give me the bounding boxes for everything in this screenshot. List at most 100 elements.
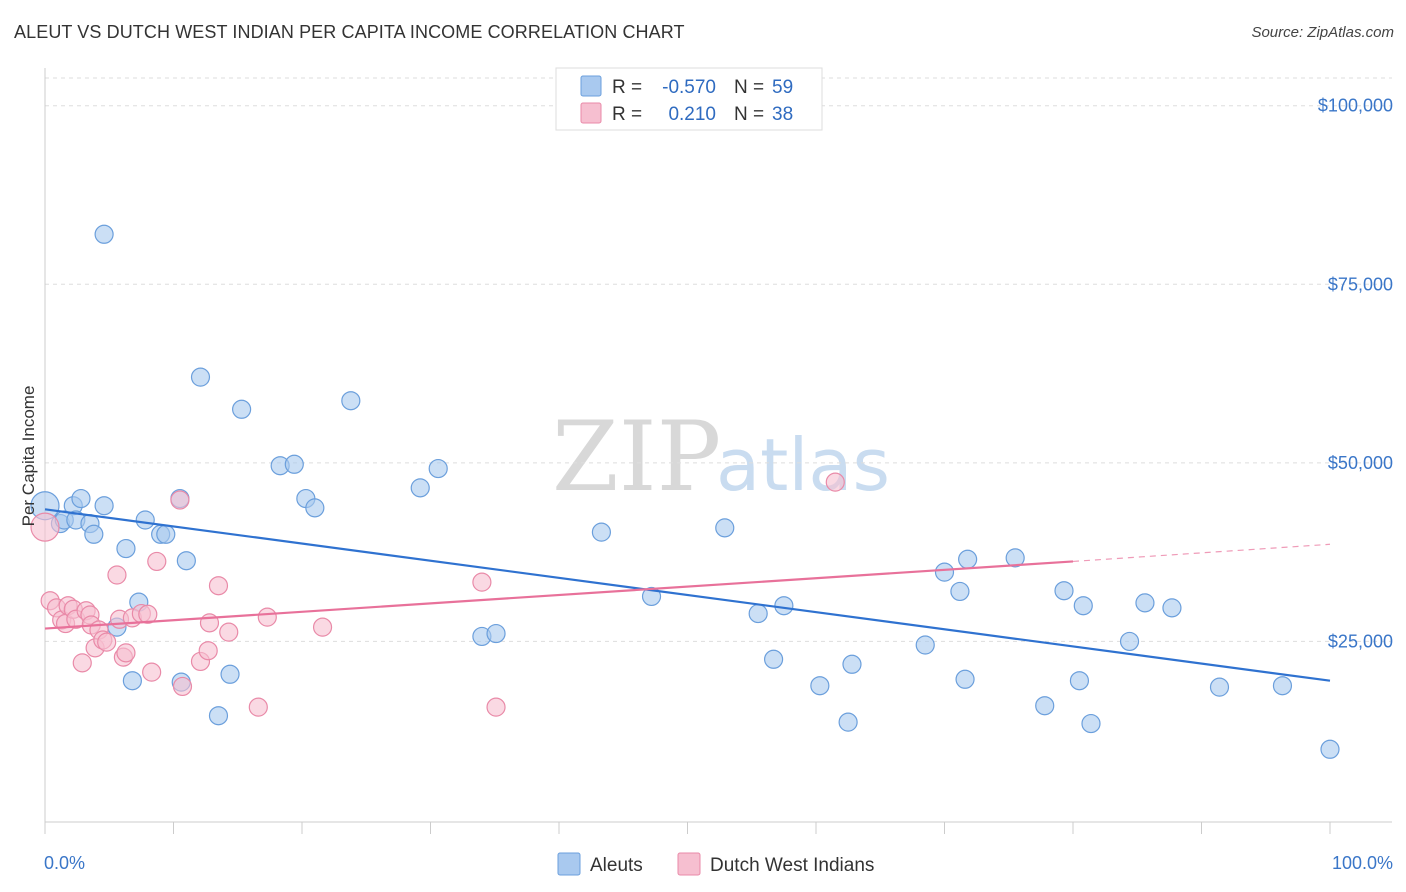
point-aleuts-9 [94, 496, 114, 516]
point-dwi-34 [312, 617, 333, 637]
trend-line-aleuts [44, 508, 1331, 682]
point-dwi-15 [97, 632, 117, 652]
point-aleuts-16 [156, 524, 176, 544]
x-tick-label-1: 100.0% [1332, 853, 1393, 873]
legend-n-label-2: N = [734, 104, 764, 125]
axes: $25,000 $50,000 $75,000 $100,000 0.0% 100.0% [44, 68, 1393, 873]
point-aleuts-44 [950, 581, 970, 602]
point-aleuts-29 [410, 478, 430, 498]
point-aleuts-54 [1135, 593, 1155, 613]
legend-r-value-1: -0.570 [662, 77, 716, 98]
legend-n-label-1: N = [734, 77, 764, 98]
point-dwi-19 [116, 643, 136, 663]
point-aleuts-58 [1320, 739, 1340, 759]
bottom-legend-swatch-aleuts [557, 852, 581, 876]
y-tick-label-2: $75,000 [1328, 274, 1393, 294]
legend-n-value-2: 38 [772, 104, 793, 125]
legend-swatch-aleuts [580, 75, 602, 97]
point-dwi-16 [107, 565, 127, 585]
point-dwi-37 [825, 472, 845, 492]
series-legend: Aleuts Dutch West Indians [557, 852, 874, 876]
bottom-legend-dutch-west-indians: Dutch West Indians [710, 855, 874, 876]
point-aleuts-51 [1073, 596, 1093, 616]
point-aleuts-37 [763, 649, 784, 669]
y-tick-label-0: $25,000 [1328, 631, 1393, 651]
point-aleuts-38 [774, 596, 794, 616]
point-aleuts-7 [84, 524, 104, 544]
y-axis-label: Per Capita Income [19, 386, 38, 527]
legend-n-value-1: 59 [772, 77, 793, 98]
x-tick-label-0: 0.0% [44, 853, 85, 873]
point-aleuts-34 [641, 586, 662, 607]
point-aleuts-23 [232, 399, 252, 419]
point-dwi-33 [257, 607, 277, 627]
data-points [30, 224, 1340, 759]
point-aleuts-57 [1272, 676, 1293, 696]
trend-lines [44, 508, 1331, 682]
point-aleuts-39 [810, 676, 830, 696]
point-aleuts-41 [842, 654, 862, 674]
point-dwi-32 [248, 697, 268, 717]
y-tick-label-3: $100,000 [1318, 96, 1393, 116]
point-aleuts-8 [94, 224, 114, 244]
point-aleuts-56 [1209, 677, 1230, 697]
bottom-legend-aleuts: Aleuts [590, 855, 643, 876]
point-aleuts-19 [176, 551, 196, 571]
point-aleuts-33 [591, 522, 612, 542]
point-aleuts-53 [1119, 631, 1140, 652]
watermark-zip: ZIP [552, 401, 721, 513]
point-dwi-35 [472, 572, 492, 592]
point-aleuts-50 [1069, 671, 1090, 691]
point-aleuts-40 [838, 712, 858, 732]
point-aleuts-48 [1035, 696, 1055, 716]
chart-source: Source: ZipAtlas.com [1251, 24, 1394, 41]
watermark-atlas: atlas [716, 423, 890, 507]
legend-swatch-dutch-west-indians [580, 102, 602, 124]
point-aleuts-46 [958, 549, 978, 569]
point-aleuts-32 [486, 623, 506, 644]
point-dwi-8 [72, 653, 92, 673]
point-aleuts-55 [1162, 598, 1182, 618]
point-dwi-0 [30, 512, 60, 542]
chart-title: ALEUT VS DUTCH WEST INDIAN PER CAPITA IN… [14, 22, 685, 42]
grid [45, 77, 1392, 642]
point-dwi-24 [147, 551, 167, 572]
point-aleuts-14 [135, 510, 155, 530]
y-tick-label-1: $50,000 [1328, 453, 1393, 473]
point-aleuts-45 [955, 669, 975, 689]
point-aleuts-20 [190, 367, 211, 387]
point-aleuts-35 [715, 518, 735, 538]
trend-line-dutch-west-indians-extension [1072, 543, 1331, 563]
point-aleuts-52 [1081, 713, 1101, 734]
point-dwi-26 [172, 676, 193, 697]
legend-r-label-2: R = [612, 104, 642, 125]
point-aleuts-27 [305, 498, 325, 518]
watermark: ZIP atlas [552, 401, 890, 513]
point-aleuts-21 [208, 706, 229, 726]
trend-line-dutch-west-indians [44, 560, 1074, 630]
legend-r-label-1: R = [612, 77, 642, 98]
point-aleuts-43 [934, 562, 955, 582]
point-aleuts-30 [428, 458, 448, 479]
point-aleuts-25 [284, 454, 304, 474]
point-dwi-25 [170, 490, 190, 510]
point-aleuts-42 [915, 635, 935, 655]
point-dwi-36 [486, 697, 506, 717]
correlation-legend: R = -0.570 N = 59 R = 0.210 N = 38 [555, 67, 823, 131]
point-dwi-28 [198, 641, 218, 661]
point-dwi-30 [208, 576, 229, 596]
point-aleuts-22 [220, 664, 240, 684]
point-aleuts-36 [748, 603, 768, 624]
bottom-legend-swatch-dutch-west-indians [677, 852, 701, 876]
point-aleuts-47 [1005, 548, 1025, 568]
point-dwi-31 [219, 622, 239, 642]
point-dwi-22 [138, 604, 158, 624]
point-aleuts-49 [1054, 581, 1074, 601]
point-aleuts-5 [71, 488, 91, 509]
point-aleuts-28 [341, 391, 361, 411]
legend-r-value-2: 0.210 [663, 104, 716, 125]
point-aleuts-11 [116, 538, 136, 559]
point-dwi-23 [142, 662, 162, 682]
point-aleuts-12 [122, 671, 142, 691]
